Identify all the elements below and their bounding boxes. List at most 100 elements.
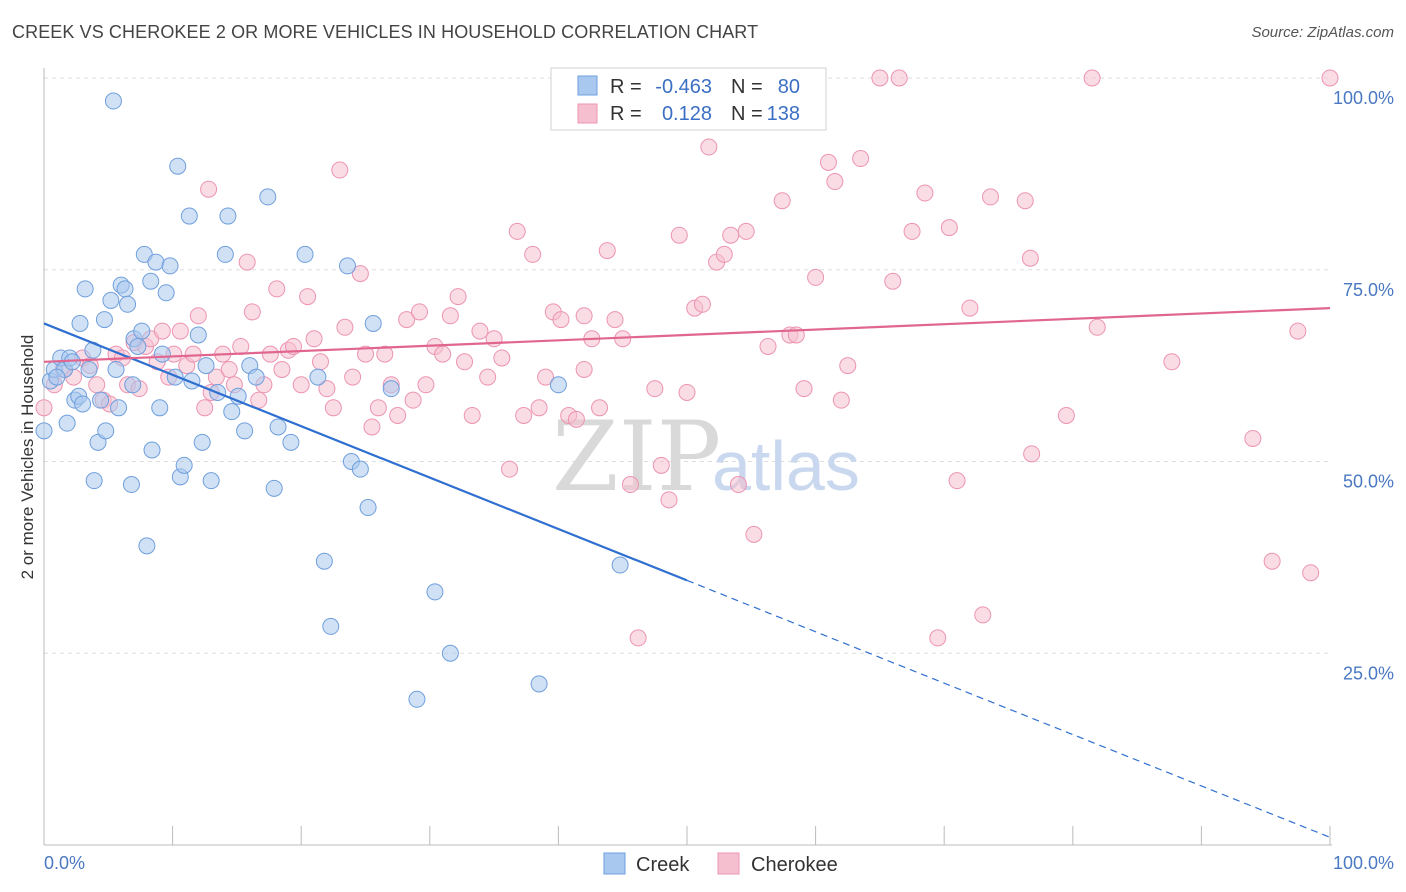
cherokee-point [1244,429,1262,447]
cherokee-point [1302,564,1320,582]
cherokee-point [567,410,585,428]
cherokee-point [196,399,214,417]
creek-point [122,476,140,494]
cherokee-point [929,629,947,647]
cherokee-point [974,606,992,624]
cherokee-point [485,330,503,348]
cherokee-point [606,311,624,329]
cherokee-point [1023,445,1041,463]
cherokee-point [292,376,310,394]
cherokee-point [357,345,374,363]
creek-points [35,92,629,708]
cherokee-point [434,345,452,363]
creek-r-value: -0.463 [655,76,712,98]
creek-point [161,257,179,275]
creek-point [175,456,193,474]
cherokee-point [916,184,934,202]
cherokee-point [35,399,53,417]
creek-trend-extension [686,579,1331,838]
cherokee-point [441,307,459,325]
cherokee-point [184,345,202,363]
cherokee-point [773,192,791,210]
cherokee-point [871,69,889,87]
cherokee-point [715,245,733,263]
cherokee-point [479,368,497,386]
cherokee-point [629,629,647,647]
creek-point [426,583,444,601]
cherokee-point [646,380,664,398]
cherokee-point [1021,249,1039,267]
creek-point [157,284,175,302]
creek-point [104,92,122,110]
cherokee-point [552,311,570,329]
creek-point [322,617,340,635]
creek-trend-line [43,322,688,582]
creek-point [116,280,134,298]
cherokee-point [591,399,609,417]
legend-creek-label: Creek [636,854,690,876]
stats-legend: R = -0.463 N = 80 R = 0.128 N = 138 [550,67,827,131]
creek-point [110,399,128,417]
cherokee-point [369,399,387,417]
cherokee-point [351,265,369,283]
cherokee-point [88,376,106,394]
creek-n-value: 80 [778,76,800,98]
cherokee-point [729,476,747,494]
cherokee-point [363,418,381,436]
cherokee-point [311,353,329,371]
legend-cherokee-label: Cherokee [751,854,838,876]
cherokee-point [981,188,999,206]
trend-lines [43,307,1331,838]
creek-point [102,291,120,309]
creek-point [74,395,92,413]
cherokee-point [795,380,813,398]
creek-point [408,690,426,708]
cherokee-point [737,222,755,240]
creek-point [269,418,287,436]
cherokee-point [417,376,435,394]
creek-r-label: R = [610,76,642,98]
cherokee-point [344,368,362,386]
creek-point [265,479,283,497]
cherokee-point [759,337,777,355]
cherokee-point [537,368,555,386]
creek-point [133,322,151,340]
legend-cherokee-swatch [717,852,740,875]
cherokee-point [1321,69,1339,87]
y-tick-label: 25.0% [1343,663,1394,683]
cherokee-point [273,360,291,378]
cherokee-point [449,288,467,306]
y-tick-label: 100.0% [1333,88,1394,108]
cherokee-point [948,472,966,490]
cherokee-point [1057,406,1075,424]
creek-point [549,376,567,394]
y-tick-label: 50.0% [1343,472,1394,492]
creek-point [259,188,277,206]
cherokee-point [678,383,696,401]
cherokee-point [336,318,354,336]
cherokee-point [250,391,268,409]
cherokee-point [243,303,261,321]
cherokee-point [1083,69,1101,87]
cherokee-point [961,299,979,317]
x-tick-label-max: 100.0% [1333,853,1394,873]
cherokee-r-label: R = [610,103,642,125]
cherokee-point [508,222,526,240]
cherokee-point [376,345,394,363]
creek-point [530,675,548,693]
legend-creek-swatch [603,852,626,875]
cherokee-point [660,491,678,509]
cherokee-point [463,406,481,424]
cherokee-point [153,322,171,340]
creek-point [219,207,237,225]
creek-point [48,368,66,386]
x-tick-label-min: 0.0% [44,853,85,873]
watermark-atlas: atlas [712,427,860,505]
cherokee-point [807,268,825,286]
series-legend: Creek Cherokee [603,852,838,876]
cherokee-point [171,322,189,340]
cherokee-point [832,391,850,409]
creek-point [35,422,53,440]
cherokee-point [670,226,688,244]
cherokee-point [940,219,958,237]
